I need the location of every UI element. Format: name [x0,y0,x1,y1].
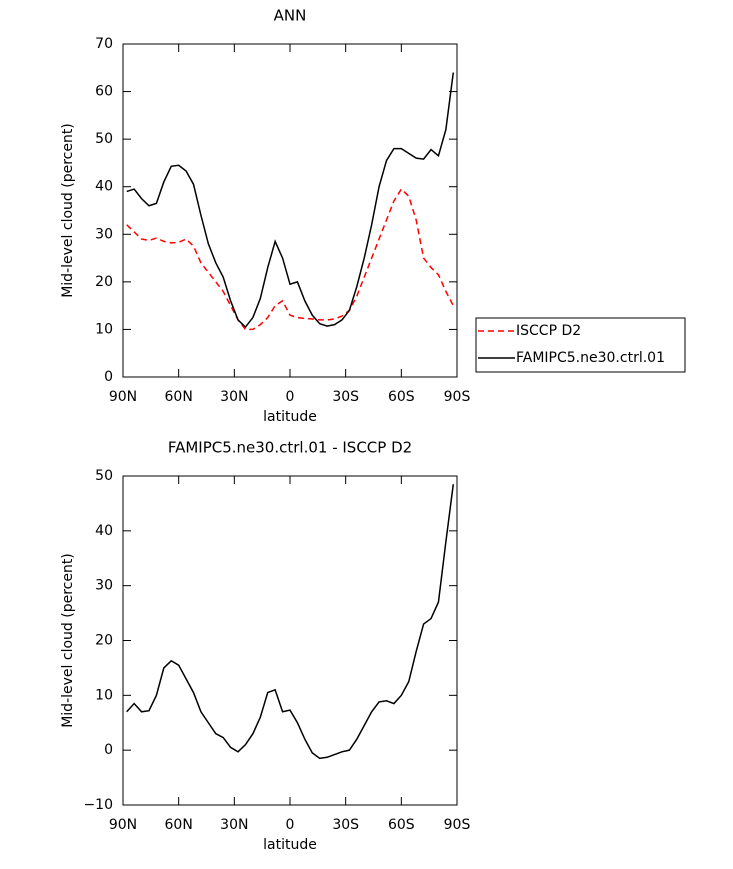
legend-label: ISCCP D2 [516,323,581,339]
y-tick-label: 10 [95,321,113,337]
x-tick-label: 30N [220,817,248,833]
y-tick-label: 40 [95,523,113,539]
y-tick-label: 0 [104,369,113,385]
x-tick-label: 60S [388,389,415,405]
x-tick-label: 30S [332,817,359,833]
x-tick-label: 0 [286,817,295,833]
y-tick-label: 50 [95,468,113,484]
y-tick-label: 10 [95,687,113,703]
y-tick-label: 20 [95,633,113,649]
chart-title: ANN [274,7,307,25]
x-tick-label: 90N [109,389,137,405]
x-tick-label: 0 [286,389,295,405]
plot-frame [122,43,458,378]
y-axis-label: Mid-level cloud (percent) [60,123,76,298]
plot-frame [122,475,458,806]
x-tick-label: 30N [220,389,248,405]
y-tick-label: −10 [83,797,113,813]
x-tick-label: 30S [332,389,359,405]
y-axis-label: Mid-level cloud (percent) [60,553,76,728]
x-tick-label: 90N [109,817,137,833]
y-tick-label: 0 [104,742,113,758]
chart-title: FAMIPC5.ne30.ctrl.01 - ISCCP D2 [168,439,412,457]
legend-box [475,317,686,373]
legend-label: FAMIPC5.ne30.ctrl.01 [516,350,665,366]
x-tick-label: 60N [165,389,193,405]
series-line [126,187,454,331]
x-axis-label: latitude [263,837,317,853]
y-tick-label: 30 [95,578,113,594]
y-tick-label: 70 [95,36,113,52]
y-tick-label: 30 [95,226,113,242]
x-tick-label: 90S [444,817,471,833]
x-axis-label: latitude [263,409,317,425]
y-tick-label: 60 [95,84,113,100]
y-tick-label: 50 [95,131,113,147]
x-tick-label: 60N [165,817,193,833]
y-tick-label: 20 [95,274,113,290]
x-tick-label: 60S [388,817,415,833]
y-tick-label: 40 [95,179,113,195]
x-tick-label: 90S [444,389,471,405]
series-line [126,484,455,760]
series-line [126,72,455,329]
